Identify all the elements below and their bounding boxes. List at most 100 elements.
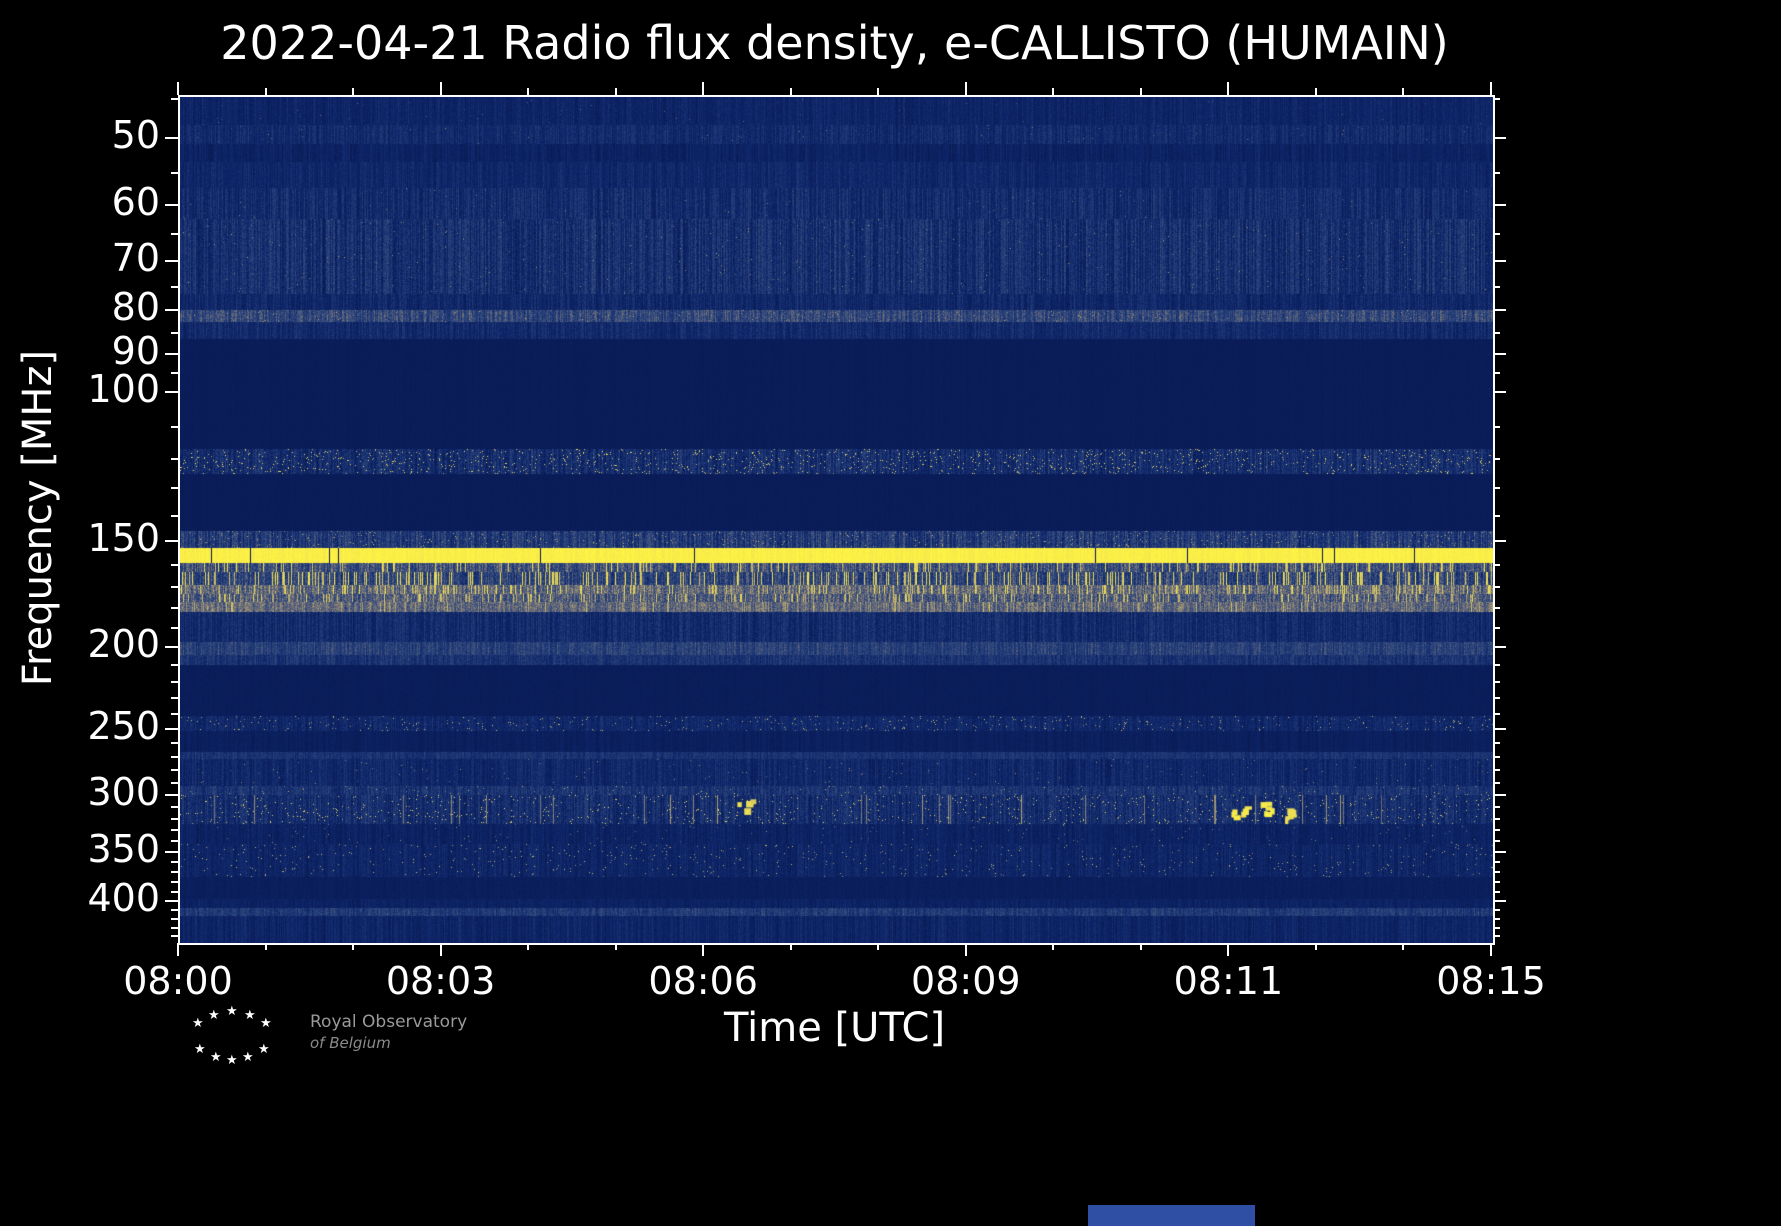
y-tick bbox=[1493, 606, 1500, 609]
y-tick bbox=[1493, 900, 1506, 903]
y-tick bbox=[1493, 794, 1506, 797]
y-tick-label: 50 bbox=[111, 112, 160, 157]
y-tick bbox=[165, 645, 178, 648]
y-tick-label: 80 bbox=[111, 285, 160, 330]
y-tick bbox=[171, 917, 178, 920]
star-icon: ★ bbox=[192, 1016, 204, 1031]
y-tick bbox=[1493, 755, 1500, 758]
x-tick bbox=[964, 943, 967, 956]
chart-title: 2022-04-21 Radio flux density, e-CALLIST… bbox=[220, 16, 1449, 70]
y-tick bbox=[1493, 871, 1500, 874]
y-tick bbox=[1493, 696, 1500, 699]
y-tick bbox=[165, 136, 178, 139]
y-tick bbox=[1493, 645, 1506, 648]
y-tick bbox=[171, 606, 178, 609]
x-tick bbox=[527, 88, 530, 95]
y-tick bbox=[171, 935, 178, 938]
y-tick bbox=[171, 514, 178, 517]
y-tick bbox=[1493, 626, 1500, 629]
y-tick bbox=[165, 352, 178, 355]
x-tick-label: 08:09 bbox=[911, 959, 1021, 1003]
y-tick bbox=[171, 563, 178, 566]
y-tick bbox=[1493, 171, 1500, 174]
y-tick bbox=[165, 900, 178, 903]
x-tick bbox=[1490, 82, 1492, 95]
y-tick bbox=[171, 712, 178, 715]
y-tick bbox=[171, 881, 178, 884]
observatory-logo-text: Royal Observatory of Belgium bbox=[310, 1012, 467, 1054]
x-tick bbox=[352, 88, 355, 95]
y-tick bbox=[171, 585, 178, 588]
y-tick bbox=[1493, 851, 1506, 854]
y-tick bbox=[1493, 136, 1506, 139]
y-tick bbox=[1493, 680, 1500, 683]
star-icon: ★ bbox=[210, 1050, 222, 1065]
star-icon: ★ bbox=[226, 1004, 238, 1019]
observatory-country: of Belgium bbox=[310, 1034, 391, 1052]
star-icon: ★ bbox=[242, 1050, 254, 1065]
x-tick bbox=[177, 943, 179, 956]
y-tick bbox=[171, 861, 178, 864]
y-tick bbox=[165, 794, 178, 797]
x-tick bbox=[439, 82, 442, 95]
x-tick-label: 08:03 bbox=[385, 959, 496, 1003]
x-tick bbox=[352, 943, 355, 950]
x-tick bbox=[1314, 943, 1317, 950]
y-tick bbox=[171, 696, 178, 699]
y-tick bbox=[165, 391, 178, 394]
x-tick-label: 08:15 bbox=[1436, 959, 1546, 1003]
y-tick bbox=[171, 741, 178, 744]
y-tick bbox=[1493, 712, 1500, 715]
x-tick bbox=[789, 88, 792, 95]
y-tick bbox=[1493, 309, 1506, 312]
bottom-blue-bar bbox=[1088, 1205, 1255, 1226]
y-tick bbox=[1493, 352, 1506, 355]
y-tick bbox=[1493, 98, 1500, 101]
y-tick bbox=[171, 782, 178, 784]
y-tick bbox=[1493, 285, 1500, 288]
spectrogram-canvas bbox=[180, 97, 1493, 943]
x-tick bbox=[1314, 88, 1317, 95]
x-tick bbox=[877, 943, 880, 950]
y-tick bbox=[171, 769, 178, 772]
y-tick bbox=[171, 755, 178, 758]
star-icon: ★ bbox=[258, 1042, 270, 1057]
y-tick bbox=[171, 829, 178, 832]
observatory-logo-stars-icon: ★ ★ ★ ★ ★ ★ ★ ★ ★ ★ bbox=[180, 1005, 300, 1067]
y-axis-label: Frequency [MHz] bbox=[15, 349, 61, 687]
x-tick bbox=[1402, 943, 1405, 950]
x-tick bbox=[1139, 943, 1142, 950]
y-tick bbox=[1493, 782, 1500, 784]
y-tick bbox=[171, 626, 178, 629]
y-tick bbox=[171, 487, 178, 490]
y-tick bbox=[1493, 585, 1500, 588]
y-tick bbox=[171, 233, 178, 236]
star-icon: ★ bbox=[208, 1008, 220, 1023]
star-icon: ★ bbox=[194, 1042, 206, 1057]
y-tick bbox=[171, 890, 178, 893]
y-tick bbox=[165, 260, 178, 263]
y-tick bbox=[1493, 563, 1500, 566]
y-tick bbox=[165, 203, 178, 206]
x-tick bbox=[1227, 82, 1230, 95]
y-tick bbox=[1493, 331, 1500, 334]
x-tick-label: 08:11 bbox=[1173, 959, 1284, 1003]
star-icon: ★ bbox=[260, 1016, 272, 1031]
y-tick bbox=[1493, 840, 1500, 843]
x-tick bbox=[1490, 943, 1492, 956]
star-icon: ★ bbox=[226, 1053, 238, 1068]
y-tick bbox=[171, 806, 178, 809]
x-tick bbox=[1402, 88, 1405, 95]
y-tick-label: 70 bbox=[111, 236, 160, 281]
x-tick bbox=[1052, 88, 1055, 95]
x-tick bbox=[614, 943, 617, 950]
y-tick bbox=[1493, 935, 1500, 938]
y-tick bbox=[1493, 727, 1506, 730]
x-tick bbox=[264, 943, 267, 950]
y-tick bbox=[1493, 426, 1500, 429]
star-icon: ★ bbox=[244, 1008, 256, 1023]
x-tick bbox=[1227, 943, 1230, 956]
y-tick bbox=[165, 727, 178, 730]
y-tick-label: 90 bbox=[111, 328, 160, 373]
y-tick bbox=[1493, 372, 1500, 375]
